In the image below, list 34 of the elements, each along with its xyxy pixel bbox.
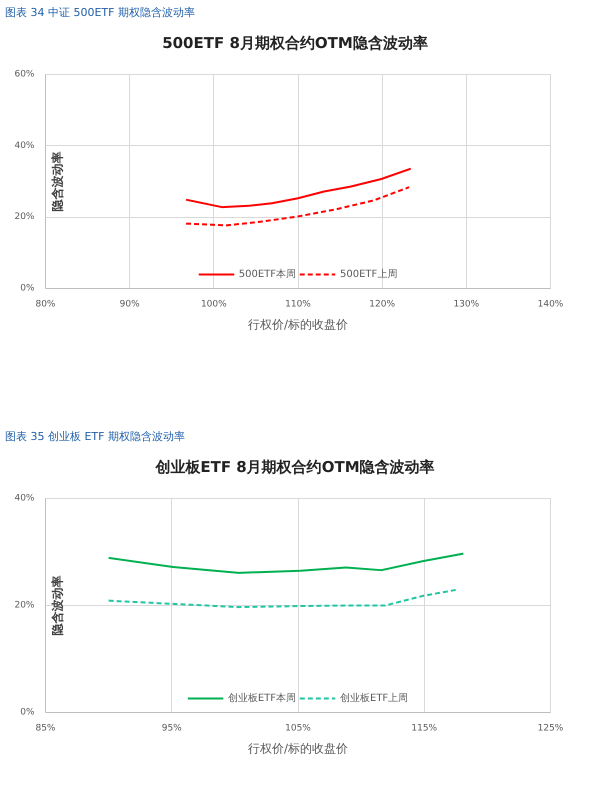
chart-title: 创业板ETF 8月期权合约OTM隐含波动率 [155,457,435,478]
x-tick-label: 95% [162,724,182,734]
y-tick-label: 20% [14,212,35,222]
chart-subtitle: 图表 34 中证 500ETF 期权隐含波动率 [5,5,195,21]
chart-subtitle: 图表 35 创业板 ETF 期权隐含波动率 [5,429,185,445]
line-series [108,552,464,574]
x-tick-label: 110% [285,300,312,310]
x-tick-label: 115% [411,724,438,734]
legend-label: 创业板ETF本周 [228,692,296,705]
x-tick-label: 80% [36,300,56,310]
chart-title: 500ETF 8月期权合约OTM隐含波动率 [162,33,428,54]
x-tick-label: 90% [120,300,140,310]
legend-label: 500ETF上周 [340,268,398,281]
x-tick-label: 105% [285,724,312,734]
x-tick-label: 100% [200,300,228,310]
x-tick-label: 85% [36,724,56,734]
legend-label: 创业板ETF上周 [340,692,408,705]
x-tick-label: 130% [453,300,480,310]
y-tick-label: 0% [20,708,35,718]
line-series [185,186,410,226]
y-tick-label: 60% [14,70,35,80]
x-tick-label: 140% [538,300,564,310]
x-tick-label: 125% [538,724,564,734]
y-axis-title: 隐含波动率 [50,152,64,212]
y-axis-title: 隐含波动率 [50,576,64,636]
y-tick-label: 40% [14,494,35,504]
x-tick-label: 120% [369,300,396,310]
x-axis-title: 行权价/标的收盘价 [248,742,348,756]
line-series [185,168,412,208]
legend-label: 500ETF本周 [238,268,296,281]
y-tick-label: 40% [14,140,35,151]
x-axis-title: 行权价/标的收盘价 [248,318,348,332]
y-tick-label: 20% [14,600,35,610]
y-tick-label: 0% [20,284,35,294]
